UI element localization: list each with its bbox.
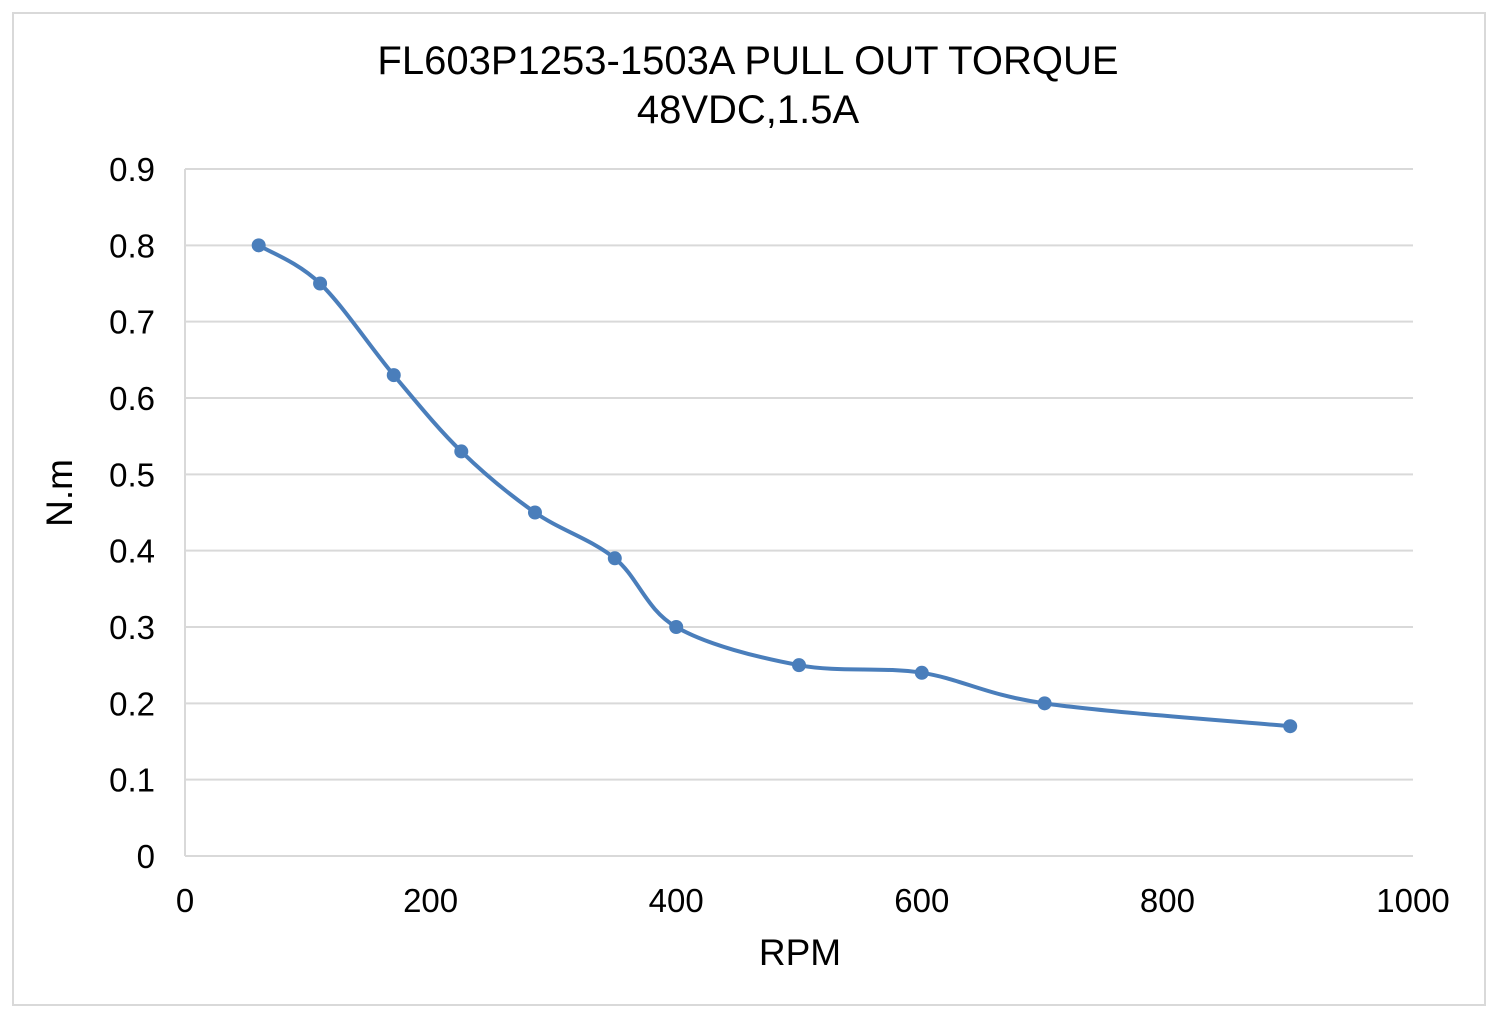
y-tick-label: 0.9 — [109, 151, 155, 188]
x-tick-label: 800 — [1140, 882, 1195, 919]
data-point — [792, 658, 806, 673]
x-tick-label: 200 — [403, 882, 458, 919]
x-tick-label: 1000 — [1376, 882, 1449, 919]
y-tick-label: 0.3 — [109, 609, 155, 646]
data-point — [1037, 696, 1052, 711]
data-point — [607, 551, 622, 566]
series-group — [251, 238, 1298, 734]
x-axis-label: RPM — [759, 932, 841, 973]
x-tick-label: 400 — [649, 882, 704, 919]
y-tick-label: 0.7 — [109, 304, 155, 341]
x-tick-labels: 0 200 400 600 800 1000 — [176, 882, 1450, 919]
y-tick-label: 0 — [137, 838, 155, 875]
data-point — [313, 276, 328, 291]
y-tick-label: 0.4 — [109, 533, 155, 570]
gridlines — [185, 168, 1413, 781]
data-point — [669, 620, 684, 634]
x-tick-label: 0 — [176, 882, 194, 919]
chart-title: FL603P1253-1503A PULL OUT TORQUE — [377, 39, 1118, 83]
data-point — [914, 665, 929, 680]
y-tick-label: 0.6 — [109, 380, 155, 417]
chart-subtitle: 48VDC,1.5A — [637, 88, 860, 132]
y-tick-label: 0.5 — [109, 456, 155, 493]
data-point — [527, 505, 542, 520]
axes — [184, 169, 1413, 857]
y-axis-label: N.m — [39, 459, 80, 527]
y-tick-label: 0.1 — [109, 762, 155, 799]
y-tick-labels: 0 0.1 0.2 0.3 0.4 0.5 0.6 0.7 0.8 0.9 — [109, 151, 155, 875]
x-tick-label: 600 — [894, 882, 949, 919]
data-point — [251, 238, 266, 253]
series-line-0 — [257, 243, 1291, 729]
chart-frame — [12, 12, 1486, 1006]
y-tick-label: 0.2 — [109, 685, 155, 722]
data-point — [386, 368, 401, 383]
y-tick-label: 0.8 — [109, 227, 155, 264]
data-point — [1283, 719, 1298, 734]
data-point — [454, 444, 469, 459]
